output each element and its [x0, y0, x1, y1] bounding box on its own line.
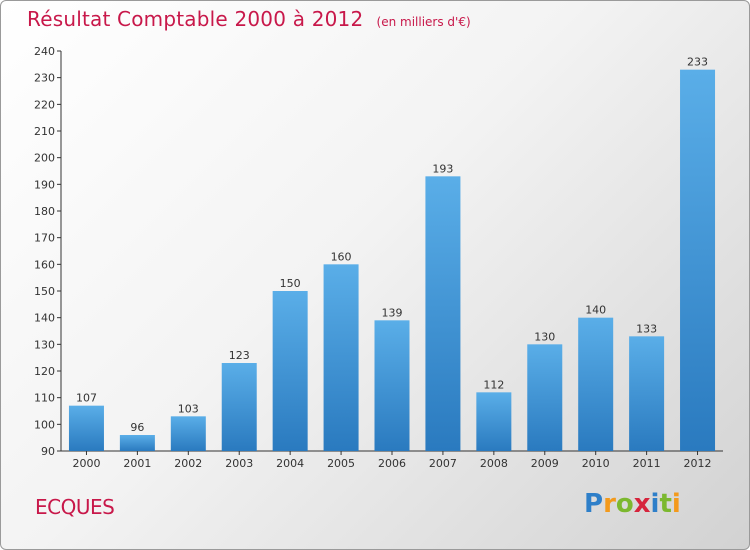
x-tick-label: 2000	[72, 457, 100, 470]
x-tick-label: 2002	[174, 457, 202, 470]
bar-2006	[374, 320, 410, 451]
bar-2011	[629, 336, 665, 451]
x-tick-label: 2007	[429, 457, 457, 470]
value-label-2001: 96	[130, 421, 144, 434]
bar-2003	[221, 363, 257, 451]
y-tick-label: 240	[34, 45, 55, 58]
value-label-2000: 107	[76, 392, 97, 405]
y-tick-label: 140	[34, 312, 55, 325]
axes: 90 100 110 120 130 140 150 160 170 180 190 200 210 22…	[34, 45, 723, 470]
bar-2005	[323, 264, 359, 451]
y-tick-label: 150	[34, 285, 55, 298]
x-tick-label: 2008	[480, 457, 508, 470]
bar-2012	[680, 69, 716, 452]
logo-letter: x	[633, 489, 651, 519]
commune-name: ECQUES	[35, 495, 115, 519]
y-tick-label: 160	[34, 258, 55, 271]
x-tick-label: 2001	[123, 457, 151, 470]
y-tick-label: 190	[34, 178, 55, 191]
y-tick-label: 200	[34, 152, 55, 165]
value-label-2002: 103	[178, 402, 199, 415]
x-tick-label: 2010	[582, 457, 610, 470]
y-tick-label: 230	[34, 72, 55, 85]
value-label-2003: 123	[229, 349, 250, 362]
y-tick-label: 180	[34, 205, 55, 218]
value-label-2005: 160	[331, 250, 352, 263]
value-labels: 107 96 103 123 150 160 139 193 112 130 140 133 233	[76, 56, 708, 434]
logo-letter: o	[615, 489, 634, 519]
bar-2009	[527, 344, 563, 451]
bar-2010	[578, 317, 614, 451]
bars	[68, 69, 716, 452]
y-tick-label: 110	[34, 392, 55, 405]
value-label-2006: 139	[382, 306, 403, 319]
logo-letter: r	[603, 489, 616, 519]
x-tick-label: 2005	[327, 457, 355, 470]
x-tick-label: 2012	[684, 457, 712, 470]
logo-letter: i	[671, 489, 681, 519]
value-label-2009: 130	[534, 330, 555, 343]
logo-letter: i	[650, 489, 660, 519]
x-tick-label: 2004	[276, 457, 304, 470]
bar-2004	[272, 291, 308, 451]
bar-2007	[425, 176, 461, 452]
proxiti-logo: Proxiti	[584, 489, 681, 519]
value-label-2004: 150	[280, 277, 301, 290]
value-label-2008: 112	[483, 378, 504, 391]
value-label-2007: 193	[432, 162, 453, 175]
bar-2002	[170, 416, 206, 451]
chart-header: Résultat Comptable 2000 à 2012 (en milli…	[27, 7, 471, 31]
y-tick-label: 220	[34, 98, 55, 111]
y-tick-label: 130	[34, 338, 55, 351]
bar-2000	[68, 405, 104, 451]
x-tick-label: 2003	[225, 457, 253, 470]
y-tick-label: 210	[34, 125, 55, 138]
x-tick-label: 2006	[378, 457, 406, 470]
chart-unit: (en milliers d'€)	[376, 15, 471, 29]
y-tick-label: 170	[34, 232, 55, 245]
bar-2001	[119, 435, 155, 451]
y-tick-label: 100	[34, 418, 55, 431]
x-tick-label: 2009	[531, 457, 559, 470]
y-tick-label: 120	[34, 365, 55, 378]
bar-2008	[476, 392, 512, 451]
value-label-2010: 140	[585, 304, 606, 317]
value-label-2011: 133	[636, 322, 657, 335]
y-tick-label: 90	[41, 445, 55, 458]
logo-letter: P	[584, 489, 604, 519]
x-tick-label: 2011	[633, 457, 661, 470]
chart-title: Résultat Comptable 2000 à 2012	[27, 7, 364, 31]
logo-letter: t	[659, 489, 672, 519]
value-label-2012: 233	[687, 56, 708, 69]
